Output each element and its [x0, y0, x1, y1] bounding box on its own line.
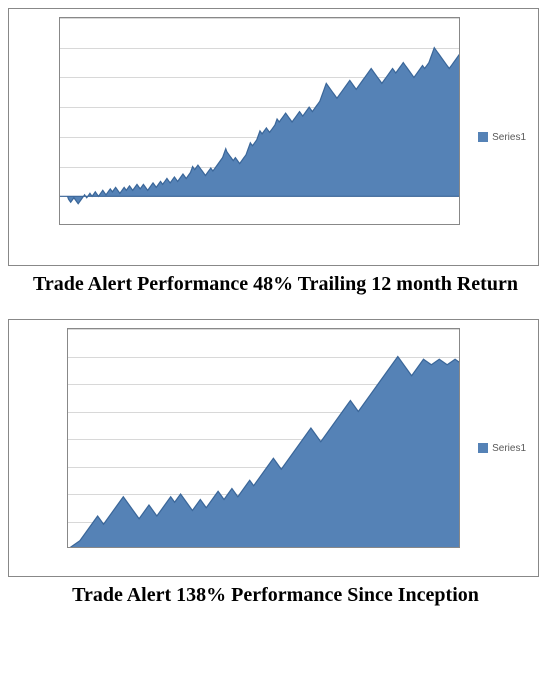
chart1-caption: Trade Alert Performance 48% Trailing 12 … — [12, 272, 539, 297]
chart2-legend-swatch — [478, 443, 488, 453]
chart2-x-tick-label: 12/8/10 — [91, 547, 124, 548]
spacer — [8, 297, 543, 319]
chart1-series-area — [60, 48, 460, 204]
chart1-plot-wrap: -10%0%10%20%30%40%50%60%6/3/137/3/138/3/… — [59, 17, 466, 225]
chart1-box: -10%0%10%20%30%40%50%60%6/3/137/3/138/3/… — [8, 8, 539, 266]
chart2-box: 0.00%20.00%40.00%60.00%80.00%100.00%120.… — [8, 319, 539, 577]
chart2-area-svg — [68, 329, 460, 548]
chart2-x-tick-label: 12/8/11 — [193, 547, 226, 548]
chart1-legend: Series1 — [466, 132, 538, 143]
chart2-legend: Series1 — [466, 443, 538, 454]
chart1-plot-area: -10%0%10%20%30%40%50%60%6/3/137/3/138/3/… — [59, 17, 460, 225]
chart2-plot-wrap: 0.00%20.00%40.00%60.00%80.00%100.00%120.… — [67, 328, 466, 548]
chart2-caption: Trade Alert 138% Performance Since Incep… — [12, 583, 539, 608]
chart1-legend-label: Series1 — [492, 132, 526, 143]
chart2-plot-area: 0.00%20.00%40.00%60.00%80.00%100.00%120.… — [67, 328, 460, 548]
chart2-x-tick-label: 12/8/13 — [397, 547, 430, 548]
chart2-x-tick-label: 12/8/12 — [295, 547, 328, 548]
chart2-series-area — [68, 357, 460, 549]
chart1-legend-swatch — [478, 132, 488, 142]
chart1-area-svg — [60, 18, 460, 225]
chart2-legend-label: Series1 — [492, 443, 526, 454]
